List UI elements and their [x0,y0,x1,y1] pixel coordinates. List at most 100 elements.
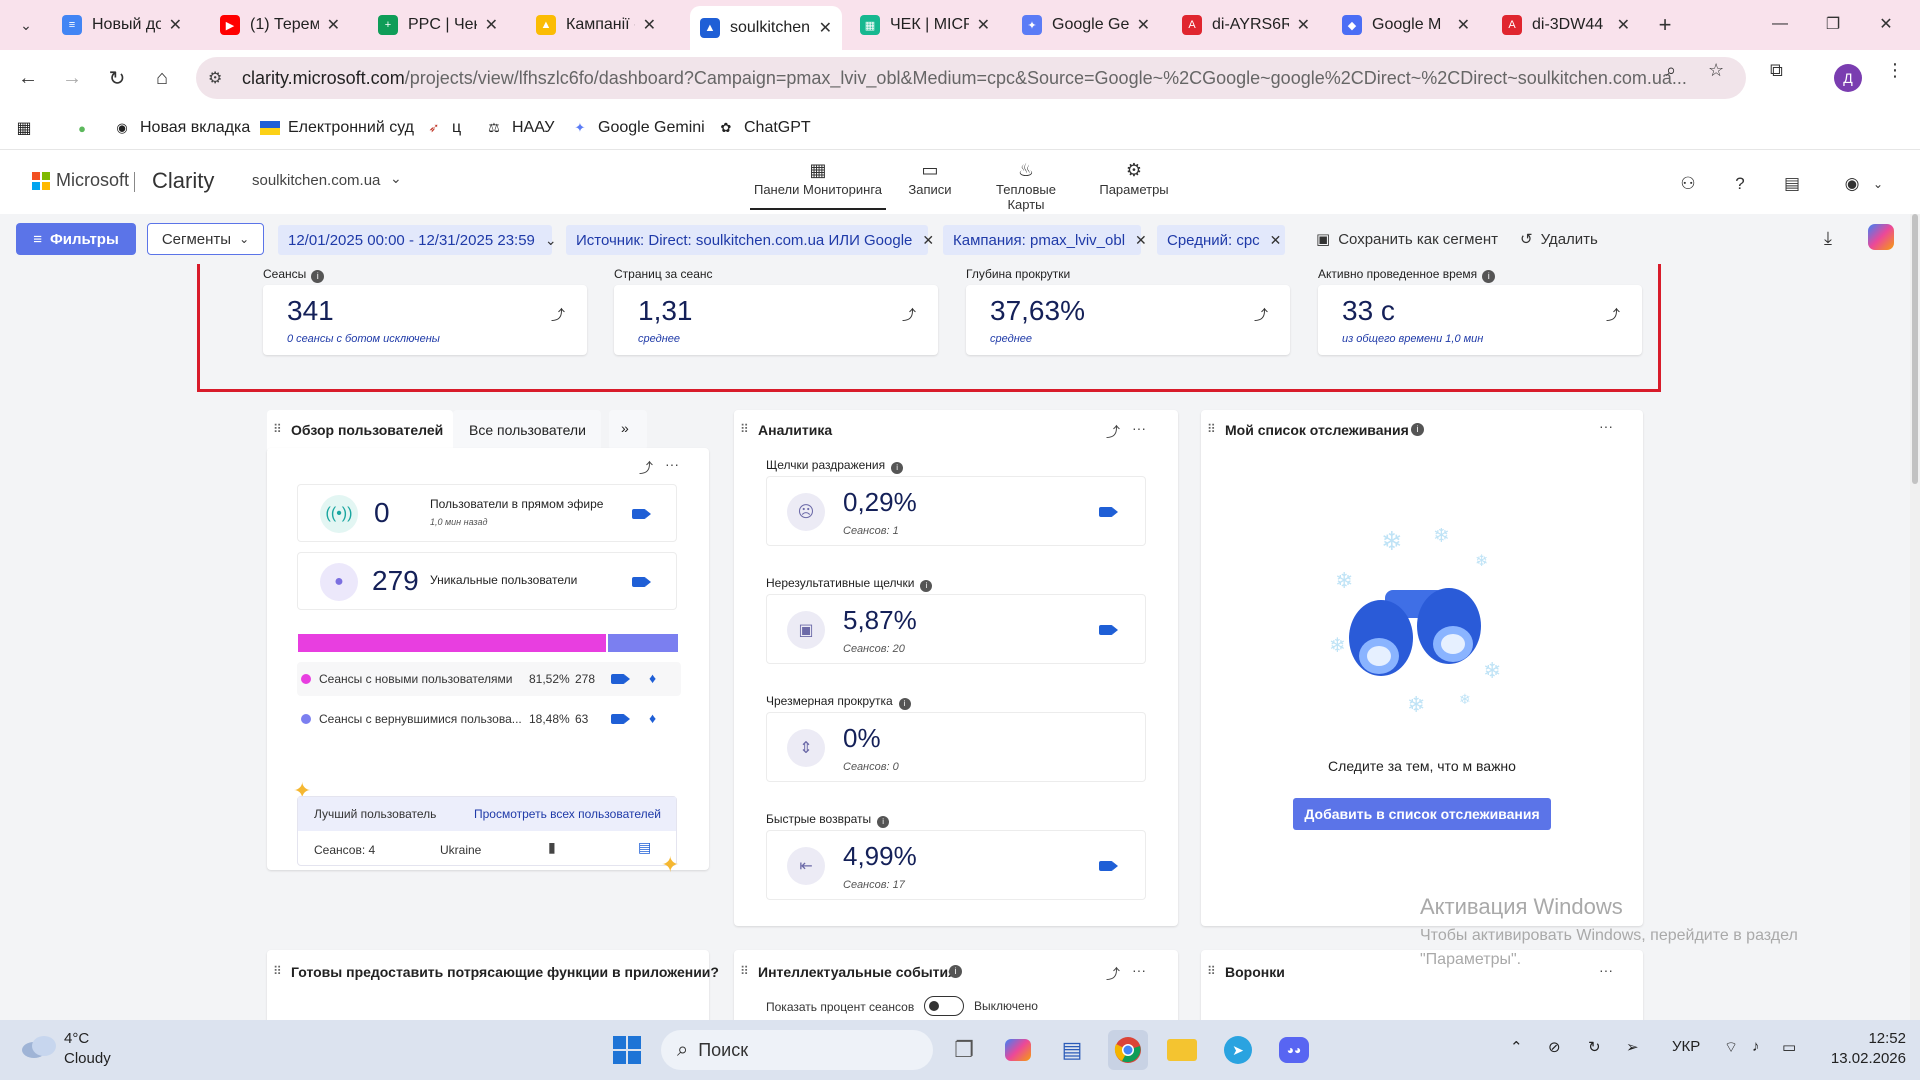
browser-tab[interactable]: ✦ Google Ge ✕ [1012,8,1160,42]
trend-chart-icon[interactable]: ⤴ [551,307,565,323]
more-options-icon[interactable]: ··· [1599,962,1613,978]
drag-handle-icon[interactable]: ⠿ [740,964,749,978]
close-icon[interactable]: ✕ [1136,17,1150,34]
drag-handle-icon[interactable]: ⠿ [740,422,749,436]
nav-dashboards[interactable]: ▦ Панели Мониторинга [750,160,886,210]
info-icon[interactable]: i [949,965,962,978]
download-icon[interactable]: ⤓ [1824,228,1832,248]
bookmark-chatgpt[interactable]: ✿ ChatGPT [716,116,811,140]
more-options-icon[interactable]: ··· [1132,420,1146,436]
add-to-watchlist-button[interactable]: Добавить в список отслеживания [1293,798,1551,830]
new-vs-returning-bar[interactable] [298,634,678,652]
forward-button[interactable]: → [62,66,82,89]
trend-chart-icon[interactable]: ⤴ [639,460,653,476]
project-selector[interactable]: soulkitchen.com.ua [252,172,381,189]
share-users-icon[interactable]: ⚇ [1680,174,1696,193]
info-icon[interactable]: i [898,698,911,710]
excessive-scrolling-box[interactable]: ⇕ 0% Сеансов: 0 [766,712,1146,782]
user-card-icon[interactable]: ▤ [638,839,652,855]
trend-chart-icon[interactable]: ⤴ [1106,966,1120,982]
info-icon[interactable]: i [891,462,904,474]
page-scrollbar[interactable] [1910,214,1920,1020]
video-camera-icon[interactable] [1099,861,1118,871]
chevron-down-icon[interactable]: ⌄ [1872,177,1884,191]
show-percent-toggle[interactable] [924,996,964,1016]
volume-icon[interactable]: ♪ [1752,1038,1760,1055]
close-icon[interactable]: ✕ [1616,17,1630,34]
back-button[interactable]: ← [18,66,38,89]
bookmark-new-tab[interactable]: ◉ Новая вкладка [112,116,250,140]
unique-users-row[interactable]: ● 279 Уникальные пользователи [297,552,677,610]
trend-chart-icon[interactable]: ⤴ [1606,307,1620,323]
drag-handle-icon[interactable]: ⠿ [1207,964,1216,978]
file-explorer-icon[interactable] [1162,1030,1202,1070]
account-icon[interactable]: ◉ [1844,174,1860,193]
bookmark-naau[interactable]: ⚖ НААУ [484,116,554,140]
copilot-app-icon[interactable] [998,1030,1038,1070]
discord-icon[interactable]: ◕◕ [1274,1030,1314,1070]
medium-filter-chip[interactable]: Средний: cpc ✕ [1157,225,1285,255]
more-tabs-button[interactable]: » [609,410,647,450]
minimize-button[interactable]: — [1772,15,1788,32]
legend-row-new[interactable]: Сеансы с новыми пользователями 81,52% 27… [297,662,681,696]
help-icon[interactable]: ? [1735,174,1745,193]
scrollbar-thumb[interactable] [1912,214,1918,484]
taskbar-search[interactable]: ⌕ Поиск [661,1030,933,1070]
video-camera-icon[interactable] [632,577,651,587]
filters-button[interactable]: ≡ Фильтры [16,223,136,255]
battery-icon[interactable]: ▭ [1782,1039,1797,1056]
nav-heatmaps[interactable]: ♨ Тепловые Карты [976,160,1076,212]
close-icon[interactable]: ✕ [922,231,935,248]
trend-chart-icon[interactable]: ⤴ [1254,307,1268,323]
task-view-icon[interactable]: ❐ [954,1037,974,1062]
info-icon[interactable]: i [877,816,890,828]
network-off-icon[interactable]: ⊘ [1548,1039,1561,1056]
info-icon[interactable]: i [311,270,325,283]
close-icon[interactable]: ✕ [168,17,182,34]
more-options-icon[interactable]: ··· [665,456,679,472]
apps-grid-icon[interactable]: ▦ [16,120,32,137]
source-filter-chip[interactable]: Источник: Direct: soulkitchen.com.ua ИЛИ… [566,225,934,255]
extensions-icon[interactable]: ⧉ [1770,60,1783,80]
close-icon[interactable]: ✕ [1135,231,1147,248]
clock-time[interactable]: 12:52 [1868,1030,1906,1047]
close-icon[interactable]: ✕ [1269,231,1282,248]
wifi-icon[interactable]: ⌔ [1724,1039,1739,1056]
document-icon[interactable]: ▤ [1783,174,1801,193]
sync-icon[interactable]: ↻ [1588,1039,1601,1056]
close-icon[interactable]: ✕ [326,17,340,34]
browser-menu-icon[interactable]: ⋮ [1886,60,1904,80]
zoom-icon[interactable]: ⌕ [1666,60,1677,80]
video-camera-icon[interactable] [1099,507,1118,517]
video-camera-icon[interactable] [1099,625,1118,635]
tab-users-overview[interactable]: ⠿ Обзор пользователей [267,410,453,450]
telegram-icon[interactable]: ➤ [1218,1030,1258,1070]
heatmap-flame-icon[interactable]: ♦ [649,670,657,686]
metric-card[interactable]: 37,63% среднее ⤴ [966,285,1290,355]
browser-tab[interactable]: ≡ Новый до ✕ [52,8,192,42]
restore-button[interactable]: ❐ [1825,16,1841,33]
browser-tab[interactable]: A di-3DW44 ✕ [1492,8,1640,42]
chevron-up-icon[interactable]: ⌃ [1510,1039,1523,1056]
document-app-icon[interactable]: ▤ [1061,1037,1083,1062]
bookmark-court[interactable]: Електронний суд [260,116,414,140]
drag-handle-icon[interactable]: ⠿ [273,964,282,978]
more-options-icon[interactable]: ··· [1599,418,1613,434]
windows-start-icon[interactable] [607,1030,647,1070]
info-icon[interactable]: i [1411,423,1424,436]
info-icon[interactable]: i [920,580,933,592]
bookmark-star-icon[interactable]: ☆ [1708,60,1725,80]
close-icon[interactable]: ✕ [976,17,990,34]
metric-card[interactable]: 33 с из общего времени 1,0 мин ⤴ [1318,285,1642,355]
browser-tab[interactable]: ▦ ЧЕК | МІСР ✕ [850,8,1000,42]
close-window-button[interactable]: ✕ [1879,16,1893,33]
trend-chart-icon[interactable]: ⤴ [902,307,916,323]
metric-card[interactable]: 1,31 среднее ⤴ [614,285,938,355]
dead-clicks-box[interactable]: ▣ 5,87% Сеансов: 20 [766,594,1146,664]
tab-all-users[interactable]: Все пользователи [453,410,601,450]
rage-clicks-box[interactable]: ☹ 0,29% Сеансов: 1 [766,476,1146,546]
returning-users-bar-segment[interactable] [608,634,678,652]
tab-search-button[interactable]: ⌄ [20,16,32,33]
address-bar[interactable]: ⚙ clarity.microsoft.com/projects/view/lf… [196,57,1746,99]
browser-tab-active[interactable]: ▲ soulkitchen ✕ [690,6,842,50]
